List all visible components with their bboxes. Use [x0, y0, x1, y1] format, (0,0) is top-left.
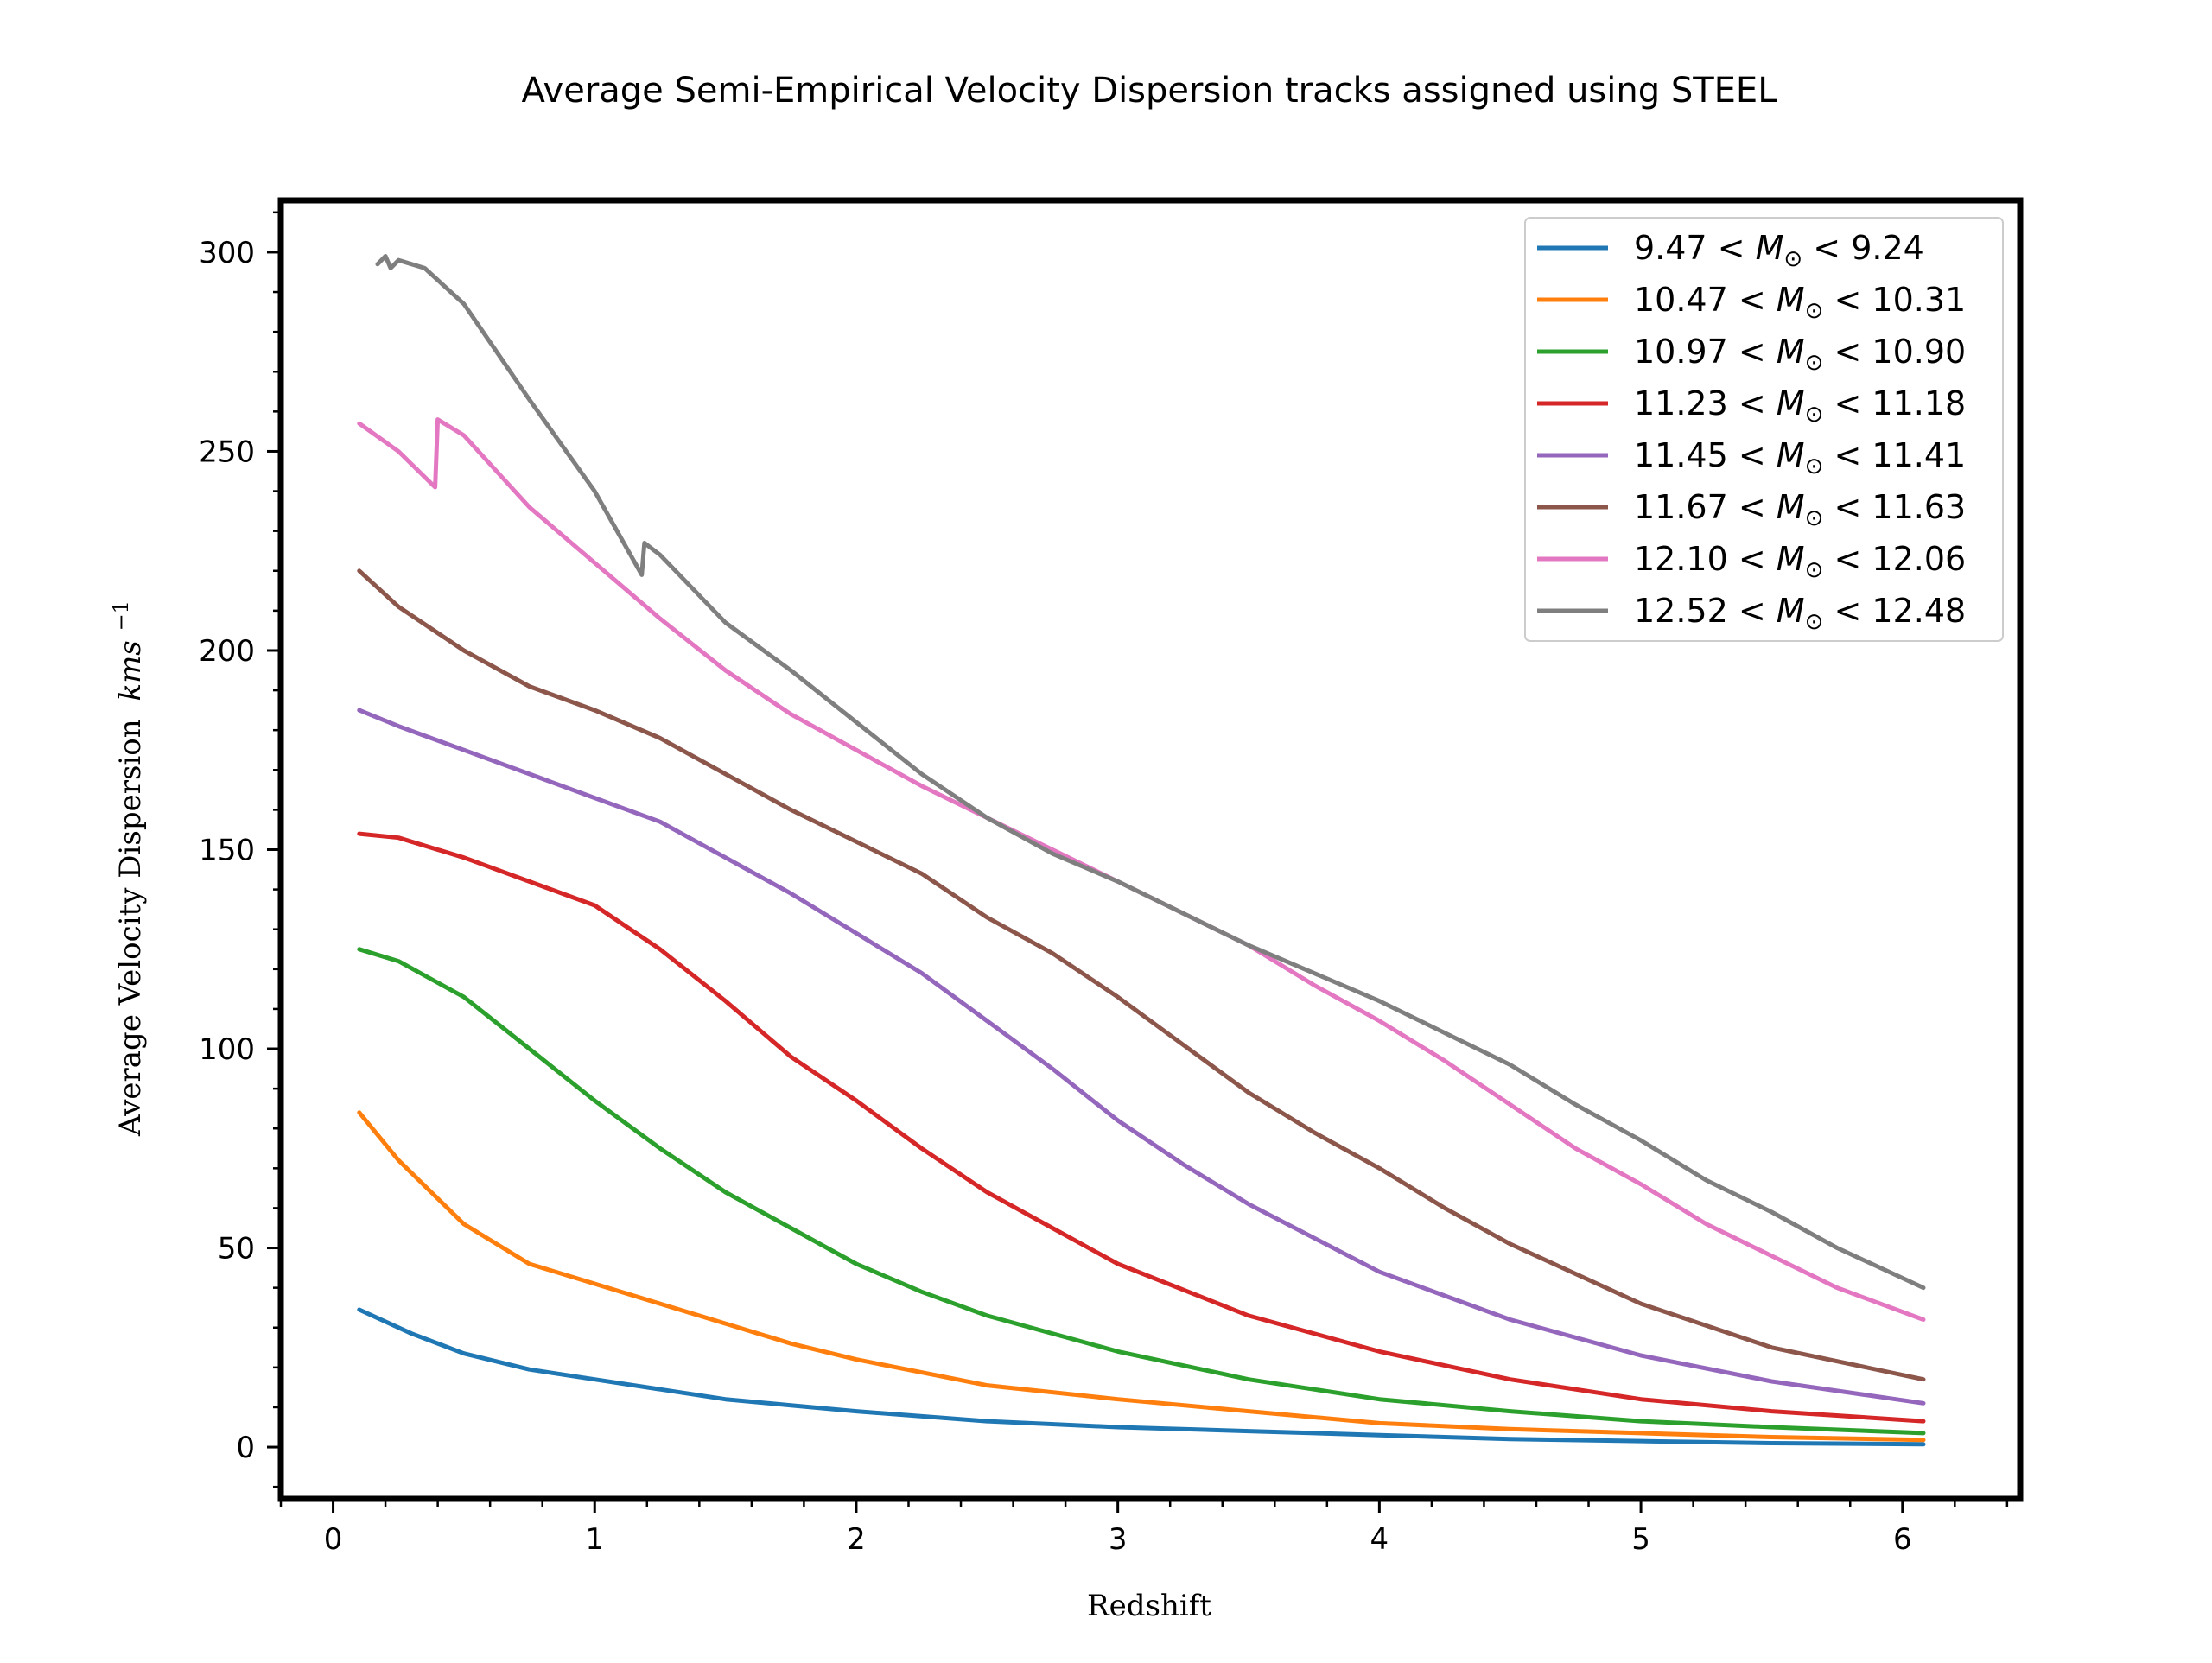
legend-lower-bound: 12.52 <	[1634, 592, 1777, 630]
legend-entry-0: 9.47 < M⊙ < 9.24	[1634, 229, 1924, 272]
y-tick-label-3: 150	[199, 834, 255, 868]
series-line-2	[357, 947, 1926, 1436]
legend-lower-bound: 9.47 <	[1634, 229, 1756, 267]
x-tick-label-0: 0	[324, 1522, 343, 1557]
legend-entry-4: 11.45 < M⊙ < 11.41	[1634, 436, 1966, 479]
y-tick-label-1: 50	[218, 1232, 255, 1266]
legend-lower-bound: 11.45 <	[1634, 436, 1777, 474]
legend-entry-3: 11.23 < M⊙ < 11.18	[1634, 384, 1966, 428]
x-tick-label-3: 3	[1109, 1522, 1128, 1557]
legend-upper-bound: < 12.48	[1823, 592, 1966, 630]
legend-sun-subscript: ⊙	[1805, 609, 1824, 635]
x-tick-label-5: 5	[1631, 1522, 1650, 1557]
x-tick-label-2: 2	[847, 1522, 866, 1557]
y-tick-label-0: 0	[236, 1431, 255, 1465]
legend-sun-subscript: ⊙	[1783, 246, 1802, 272]
legend-upper-bound: < 9.24	[1802, 229, 1924, 267]
x-axis-label: Redshift	[1087, 1589, 1211, 1623]
series-line-0	[357, 1307, 1926, 1447]
legend-mass-symbol: M	[1777, 281, 1805, 319]
legend-sun-subscript: ⊙	[1805, 298, 1824, 324]
series-line-6	[357, 417, 1926, 1322]
y-axis-label-main: Average Velocity Dispersion	[113, 719, 148, 1137]
legend-sun-subscript: ⊙	[1805, 402, 1824, 428]
x-tick-label-6: 6	[1893, 1522, 1912, 1557]
y-axis-label: Average Velocity Dispersion kms −1	[109, 600, 148, 1137]
legend-entry-6: 12.10 < M⊙ < 12.06	[1634, 540, 1966, 583]
series-line-4	[357, 708, 1926, 1406]
legend-upper-bound: < 11.63	[1823, 488, 1966, 526]
legend-upper-bound: < 11.41	[1823, 436, 1966, 474]
legend-entry-1: 10.47 < M⊙ < 10.31	[1634, 281, 1966, 324]
series-line-5	[357, 568, 1926, 1382]
legend-entry-5: 11.67 < M⊙ < 11.63	[1634, 488, 1966, 531]
legend-mass-symbol: M	[1777, 540, 1805, 578]
legend-lower-bound: 10.47 <	[1634, 281, 1777, 319]
legend-mass-symbol: M	[1777, 436, 1805, 474]
series-line-7	[375, 254, 1926, 1291]
legend-upper-bound: < 10.90	[1823, 333, 1966, 371]
y-axis-label-exp: −1	[109, 600, 133, 631]
legend-sun-subscript: ⊙	[1805, 454, 1824, 479]
legend-sun-subscript: ⊙	[1805, 505, 1824, 531]
legend-lower-bound: 11.23 <	[1634, 384, 1777, 422]
legend-upper-bound: < 10.31	[1823, 281, 1966, 319]
legend-sun-subscript: ⊙	[1805, 350, 1824, 376]
legend-lower-bound: 12.10 <	[1634, 540, 1777, 578]
legend-mass-symbol: M	[1756, 229, 1784, 267]
series-line-1	[357, 1110, 1926, 1443]
legend-mass-symbol: M	[1777, 333, 1805, 371]
legend-mass-symbol: M	[1777, 592, 1805, 630]
chart-title: Average Semi-Empirical Velocity Dispersi…	[522, 71, 1778, 111]
legend-mass-symbol: M	[1777, 488, 1805, 526]
legend-mass-symbol: M	[1777, 384, 1805, 422]
legend-entry-2: 10.97 < M⊙ < 10.90	[1634, 333, 1966, 376]
legend-entry-7: 12.52 < M⊙ < 12.48	[1634, 592, 1966, 635]
legend-lower-bound: 10.97 <	[1634, 333, 1777, 371]
legend-sun-subscript: ⊙	[1805, 557, 1824, 583]
x-tick-label-4: 4	[1370, 1522, 1389, 1557]
x-tick-label-1: 1	[585, 1522, 604, 1557]
legend-upper-bound: < 11.18	[1823, 384, 1966, 422]
series-layer	[357, 254, 1926, 1447]
y-tick-label-6: 300	[199, 236, 255, 270]
axes: 0 1 2 3 4 5 6 0 50 100 150 200 250 300	[199, 197, 2024, 1557]
legend-box	[1524, 217, 2004, 642]
y-tick-label-2: 100	[199, 1032, 255, 1067]
y-tick-label-4: 200	[199, 634, 255, 669]
y-tick-label-5: 250	[199, 435, 255, 469]
legend-lower-bound: 11.67 <	[1634, 488, 1777, 526]
series-line-3	[357, 831, 1926, 1424]
legend-upper-bound: < 12.06	[1823, 540, 1966, 578]
y-axis-label-unit: kms	[113, 640, 148, 701]
